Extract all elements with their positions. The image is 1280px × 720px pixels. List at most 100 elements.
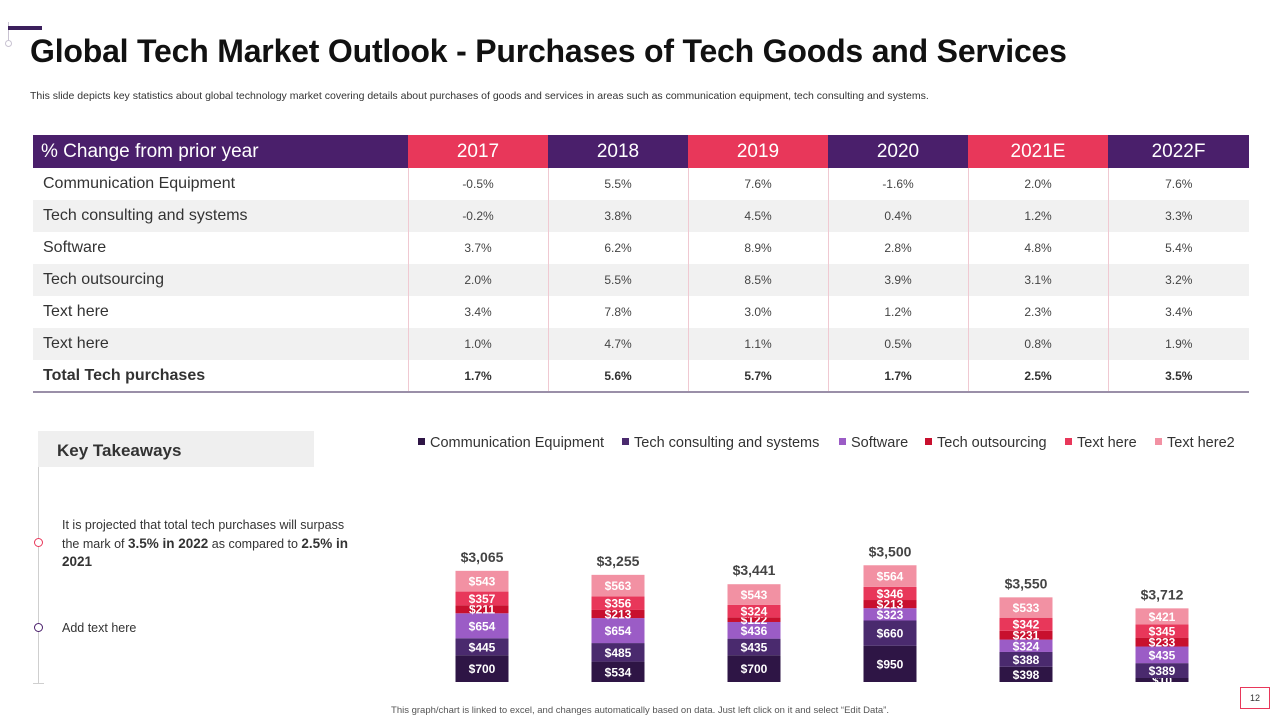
row-label: Text here <box>33 328 408 360</box>
table-cell: 2.0% <box>967 168 1109 200</box>
table-cell: 3.4% <box>407 296 549 328</box>
page-title: Global Tech Market Outlook - Purchases o… <box>30 33 1067 69</box>
bar-segment <box>727 617 781 622</box>
data-label: $324 <box>1013 639 1040 653</box>
table-row: Text here 1.0% 4.7% 1.1% 0.5% 0.8% 1.9% <box>33 328 1249 360</box>
table-cell: 3.1% <box>967 264 1109 296</box>
row-label: Communication Equipment <box>43 175 236 192</box>
bar-segment <box>1135 624 1189 638</box>
bar-segment <box>591 618 645 644</box>
legend-swatch <box>1155 438 1162 445</box>
row-label: Total Tech purchases <box>33 360 408 393</box>
table-cell: 1.0% <box>407 328 549 360</box>
bar-segment <box>863 620 917 646</box>
bar-segment <box>999 630 1053 640</box>
table-cell: 3.4% <box>1165 305 1193 319</box>
data-label: $213 <box>877 598 904 612</box>
legend-swatch <box>839 438 846 445</box>
data-label: $323 <box>877 608 904 622</box>
table-cell: 4.5% <box>687 200 829 232</box>
data-label: $950 <box>877 657 904 671</box>
data-label: $211 <box>469 603 495 617</box>
data-label: $346 <box>877 587 904 601</box>
legend-swatch <box>418 438 425 445</box>
data-label: $654 <box>469 619 496 633</box>
takeaways-title: Key Takeaways <box>57 441 182 460</box>
table-cell: 8.5% <box>687 264 829 296</box>
legend-swatch <box>1065 438 1072 445</box>
header-year: 2018 <box>548 135 688 168</box>
table-cell: 8.9% <box>687 232 829 264</box>
takeaway-text: It is projected that total tech purchase… <box>62 518 345 551</box>
data-label: $388 <box>1013 653 1040 667</box>
table-cell: 1.7% <box>828 360 968 393</box>
row-label: Tech outsourcing <box>33 264 408 296</box>
table-cell: 1.7% <box>407 360 549 393</box>
legend-label: Tech outsourcing <box>937 435 1047 451</box>
bar-segment <box>727 621 781 639</box>
header-year: 2019 <box>688 135 828 168</box>
table-cell: 5.5% <box>604 177 632 191</box>
table-cell: 4.8% <box>967 232 1109 264</box>
bar-segment <box>999 639 1053 652</box>
table-cell: 7.6% <box>1165 177 1193 191</box>
header-label: % Change from prior year <box>33 135 408 168</box>
bar-segment <box>1135 608 1189 625</box>
legend-swatch <box>622 438 629 445</box>
total-label: $3,255 <box>597 553 640 569</box>
bar-segment <box>455 570 509 592</box>
table-cell: 7.6% <box>687 168 829 200</box>
takeaway-highlight: 3.5% in 2022 <box>128 535 209 551</box>
table-cell: -0.2% <box>407 200 549 232</box>
table-cell: 2.0% <box>407 264 549 296</box>
table-cell: 2.8% <box>884 241 912 255</box>
table-cell: 0.4% <box>828 200 968 232</box>
total-label: $3,500 <box>869 543 912 559</box>
data-label: $700 <box>469 662 496 676</box>
table-total-row: Total Tech purchases 1.7% 5.6% 5.7% 1.7% 2.5%… <box>33 360 1249 393</box>
total-label: $3,550 <box>1005 575 1048 591</box>
corner-dot <box>5 40 12 47</box>
bar-segment <box>1135 663 1189 678</box>
corner-decoration <box>0 22 42 47</box>
data-label: $357 <box>469 592 496 606</box>
bar-segment <box>455 613 509 639</box>
data-label: $389 <box>1149 664 1176 678</box>
legend-label: Text here2 <box>1167 435 1235 451</box>
table-cell: 3.8% <box>548 200 688 232</box>
data-label: $533 <box>1013 601 1040 615</box>
data-label: $445 <box>469 640 496 654</box>
data-label: $436 <box>741 624 768 638</box>
table-cell: 3.5% <box>1108 360 1249 393</box>
data-label: $342 <box>1013 618 1040 632</box>
data-label: $563 <box>605 579 632 593</box>
table-cell: 3.9% <box>828 264 968 296</box>
bar-segment <box>455 605 509 614</box>
bar-segment <box>591 609 645 619</box>
table-cell: 4.7% <box>548 328 688 360</box>
data-label: $564 <box>877 570 904 584</box>
data-label: $231 <box>1013 629 1040 643</box>
table-cell: 7.8% <box>604 305 632 319</box>
takeaway-text: as compared to <box>208 536 302 551</box>
table-row: Software 3.7% 6.2% 8.9% 2.8% 4.8% 5.4% <box>33 232 1249 264</box>
table-cell: 2.5% <box>967 360 1109 393</box>
stats-table: % Change from prior year 2017 2018 2019 … <box>33 135 1249 393</box>
data-label: $398 <box>1013 668 1040 682</box>
legend-label: Tech consulting and systems <box>634 435 819 451</box>
takeaway-item: It is projected that total tech purchase… <box>62 517 362 572</box>
data-label: $435 <box>1149 648 1176 662</box>
table-cell: 6.2% <box>604 241 632 255</box>
total-label: $3,712 <box>1141 586 1184 602</box>
data-label: $543 <box>469 575 496 589</box>
table-row: Tech outsourcing 2.0% 5.5% 8.5% 3.9% 3.1% 3.2% <box>33 264 1249 296</box>
data-label: $213 <box>605 608 632 622</box>
table-cell: 1.1% <box>687 328 829 360</box>
stacked-bar-chart: Communication Equipment Tech consulting a… <box>418 435 1235 688</box>
data-label: $421 <box>1149 610 1176 624</box>
data-label: $543 <box>741 588 768 602</box>
table-cell: 1.2% <box>967 200 1109 232</box>
table-cell: 0.8% <box>967 328 1109 360</box>
bar-segment <box>1135 646 1189 664</box>
table-cell: 3.0% <box>687 296 829 328</box>
